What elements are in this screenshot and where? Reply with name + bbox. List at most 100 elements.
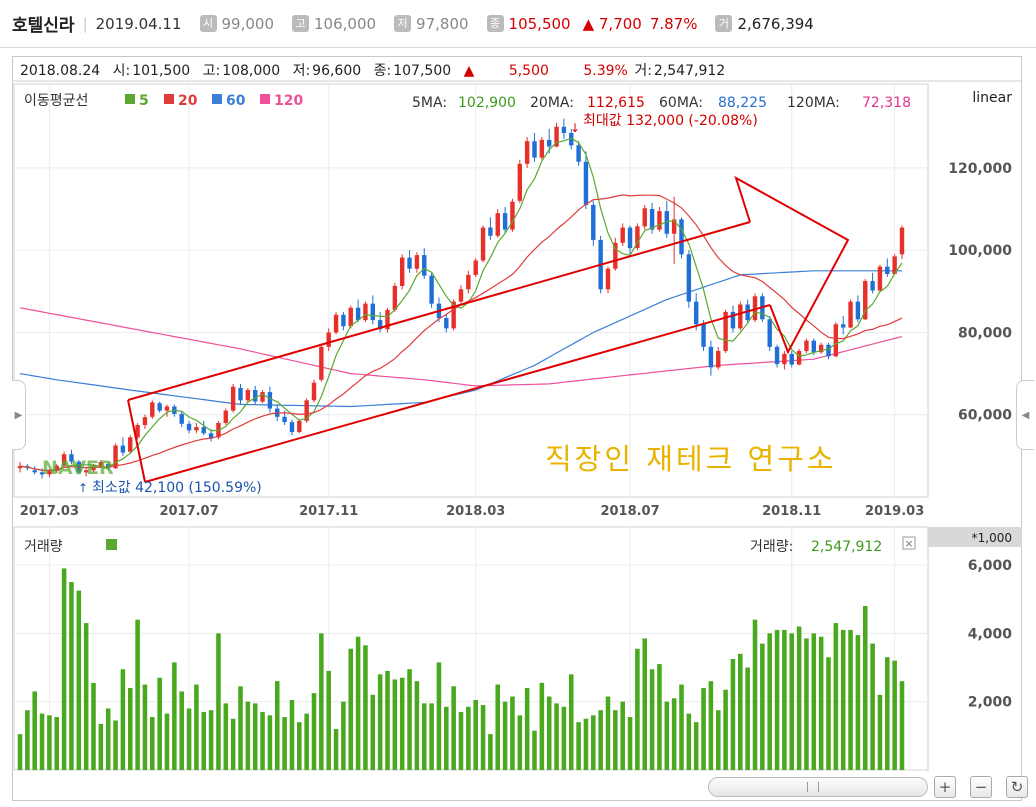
candle-body [179, 413, 184, 424]
svg-text:120MA:: 120MA: [787, 95, 840, 111]
channel-lower-line [144, 304, 771, 483]
volume-bar [598, 710, 603, 770]
volume-bar [260, 711, 265, 770]
left-panel-toggle[interactable]: ▶ [12, 380, 26, 450]
candle-body [569, 132, 574, 146]
volume-bar [370, 694, 376, 770]
volume-legend-value: 2,547,912 [811, 539, 882, 555]
candle-body [47, 471, 52, 475]
volume-plot-area [13, 526, 929, 771]
volume-bar [61, 568, 67, 770]
volume-bar [421, 703, 427, 770]
volume-bars [17, 568, 905, 770]
candle-body [723, 311, 728, 351]
candle-body [840, 324, 846, 328]
volume-bar [348, 648, 354, 770]
candle-body [627, 227, 633, 249]
time-scrollbar[interactable] [708, 777, 928, 797]
candle-body [473, 260, 478, 275]
volume-bar [833, 623, 839, 770]
candle-body [289, 422, 295, 433]
volume-unit: *1,000 [972, 531, 1012, 545]
volume-bar [297, 722, 302, 770]
candle-body [304, 400, 309, 421]
grid [14, 84, 928, 770]
candle-body [752, 296, 758, 321]
volume-bar [216, 633, 221, 770]
volume-bar [363, 645, 368, 770]
candle-body [370, 303, 376, 321]
volume-bar [341, 701, 346, 770]
candle-body [826, 344, 831, 357]
volume-bar [885, 657, 890, 770]
volume-bar [789, 633, 795, 770]
right-panel-toggle[interactable]: ◀ [1016, 380, 1034, 450]
info-open: 101,500 [132, 63, 191, 79]
zoom-in-button[interactable]: + [934, 776, 956, 798]
volume-bar [76, 590, 82, 770]
candle-body [113, 445, 118, 469]
volume-bar [466, 706, 471, 770]
volume-bar [848, 629, 853, 770]
candle-body [54, 465, 59, 472]
info-pct: 5.39% [583, 63, 628, 79]
scale-mode[interactable]: linear [972, 90, 1012, 106]
candle-body [194, 427, 199, 431]
candle-body [150, 402, 155, 417]
volume-bar [664, 701, 670, 770]
volume-bar [120, 669, 126, 770]
volume-close-button[interactable] [902, 536, 916, 550]
zoom-out-button[interactable]: − [970, 776, 992, 798]
volume-bar [91, 682, 96, 770]
candle-body [649, 209, 655, 230]
ma60-legend: 60 [226, 93, 246, 109]
candle-body [135, 425, 140, 438]
volume-bar [407, 669, 412, 770]
volume-icon: 거 [715, 15, 733, 32]
candle-body [620, 227, 625, 243]
scroll-grip[interactable] [807, 782, 819, 792]
volume-bar [583, 718, 589, 770]
close-quote: 종 105,500 [486, 15, 571, 33]
candle-body [796, 350, 802, 365]
candle-body [701, 324, 706, 347]
info-arrow: ▲ [463, 63, 475, 79]
volume-bar [649, 669, 655, 770]
candles [17, 118, 905, 479]
channel-upper-line [127, 221, 751, 401]
candle-body [422, 255, 427, 276]
volume-bar [32, 691, 37, 770]
candle-body [61, 454, 67, 466]
candle-body [128, 437, 133, 452]
volume-tick-label: 2,000 [968, 695, 1013, 711]
refresh-button[interactable]: ↻ [1006, 776, 1028, 798]
candle-body [311, 382, 317, 401]
info-volume: 2,547,912 [653, 63, 726, 79]
volume-bar [642, 638, 648, 770]
volume-bar [201, 711, 207, 770]
candle-body [385, 309, 390, 330]
volume-bar [245, 701, 251, 770]
volume-bar [546, 696, 552, 770]
candle-body [208, 433, 214, 439]
volume-bar [135, 619, 140, 770]
volume-bar [113, 720, 118, 770]
price-change-pct: 7.87% [649, 14, 698, 33]
candle-body [576, 145, 581, 162]
volume-bar [385, 670, 390, 770]
candle-body [848, 301, 853, 328]
candle-body [260, 392, 265, 402]
candle-body [142, 417, 148, 426]
volume-bar [39, 713, 45, 770]
long-moving-averages [19, 270, 903, 408]
stock-header: 호텔신라 | 2019.04.11 시 99,000 고 106,000 저 97,8… [0, 0, 1036, 48]
header-divider: | [82, 14, 88, 33]
volume-bar [392, 679, 398, 770]
volume-bar [877, 694, 883, 770]
close-icon[interactable]: × [904, 537, 913, 550]
candle-body [252, 390, 258, 402]
candle-body [238, 387, 243, 401]
volume-bar [561, 706, 567, 770]
candle-body [561, 126, 567, 133]
